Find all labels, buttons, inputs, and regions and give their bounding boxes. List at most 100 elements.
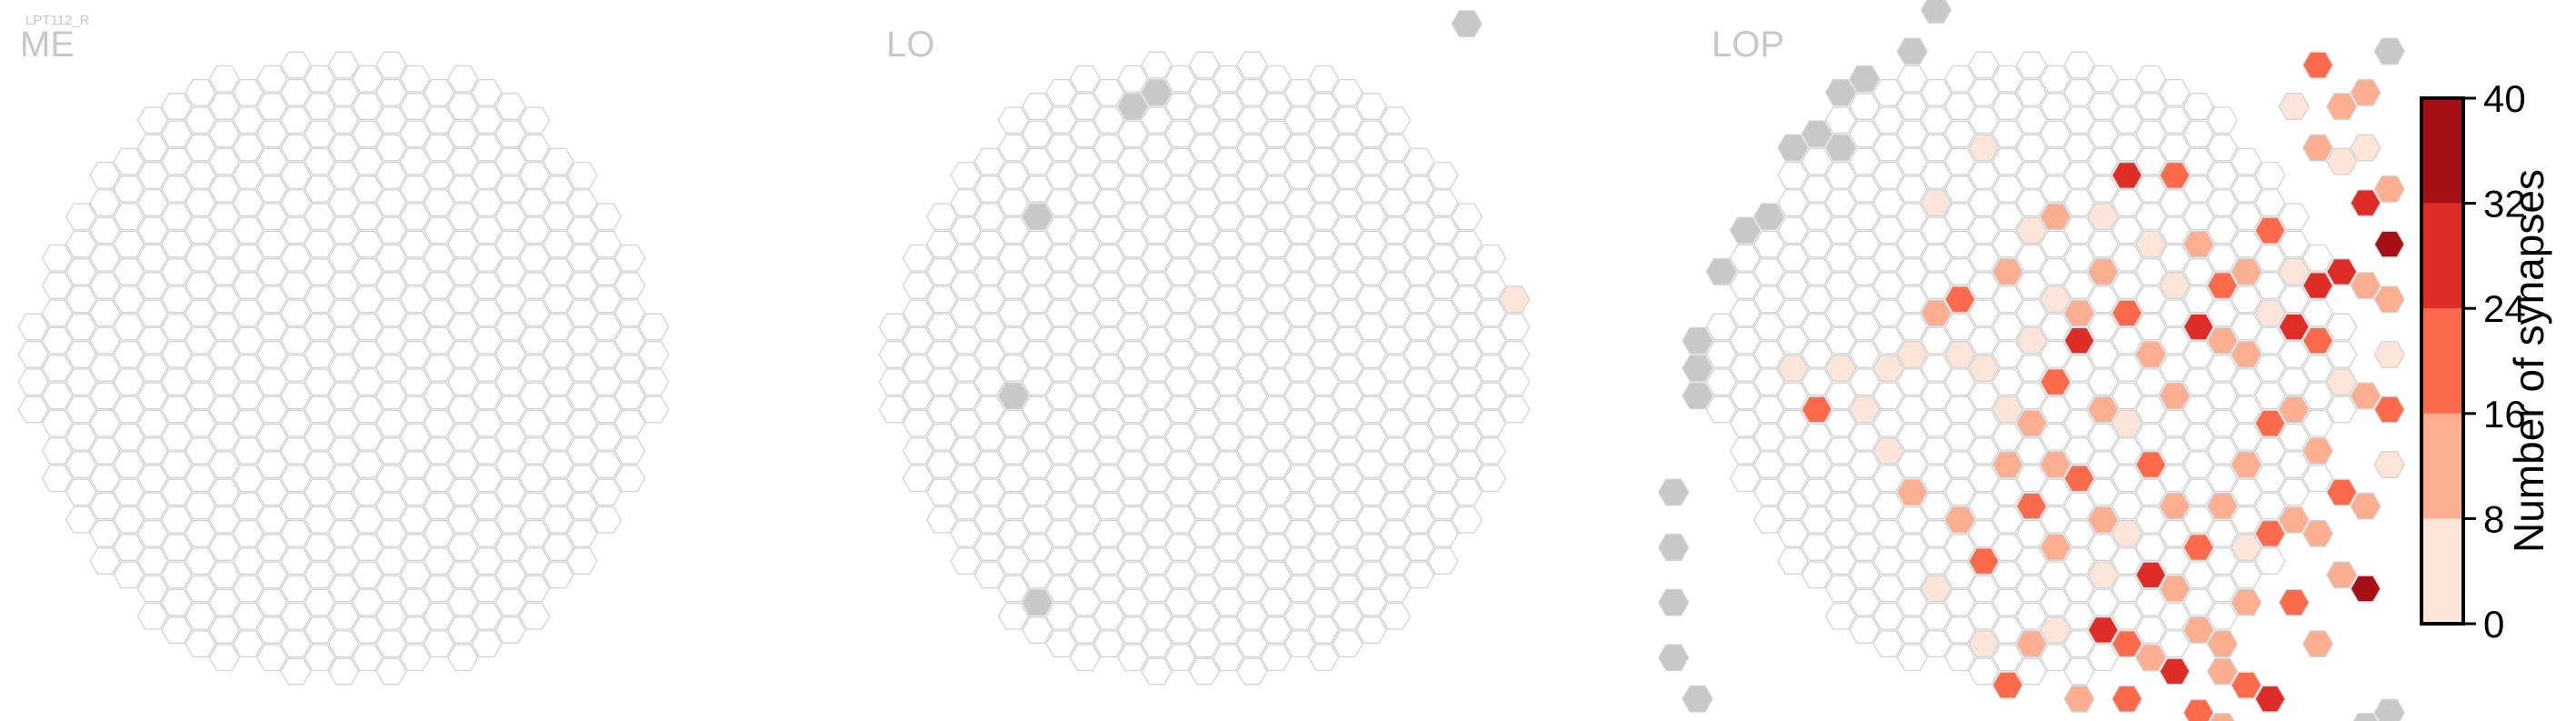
hex-cell-me-empty	[161, 258, 193, 285]
hex-cell-lo-empty	[1332, 382, 1363, 410]
hex-cell-lop-empty	[1992, 616, 2023, 644]
hex-cell-lo-empty	[1403, 506, 1435, 534]
hex-cell-me-empty	[280, 382, 312, 410]
hex-cell-lo-empty	[950, 492, 982, 520]
hex-cell-lo-empty	[1236, 51, 1268, 79]
hex-cell-me-empty	[566, 216, 598, 245]
hex-cell-me-empty	[65, 313, 97, 341]
hex-cell-lop-empty	[1872, 161, 1904, 189]
hex-cell-lo-empty	[1355, 258, 1387, 285]
hex-cell-me-empty	[543, 561, 574, 589]
hex-cell-lo-empty	[1474, 382, 1507, 410]
hex-cell-me-empty	[518, 409, 551, 437]
hex-cell-lop-empty	[2206, 106, 2239, 135]
hex-cell-lop-value	[2087, 506, 2119, 534]
hex-cell-lop-empty	[2063, 492, 2095, 520]
hex-cell-lo-empty	[1236, 244, 1268, 272]
hex-cell-lo-empty	[1283, 189, 1316, 217]
hex-cell-lop-empty	[1944, 175, 1976, 203]
hex-cell-lo-empty	[1093, 326, 1125, 355]
hex-cell-me-empty	[375, 465, 407, 493]
hex-cell-me-empty	[375, 547, 407, 576]
hex-cell-lop-value	[2040, 368, 2072, 396]
hex-cell-lo-empty	[1117, 65, 1149, 93]
hex-cell-me-empty	[208, 147, 240, 175]
hex-cell-lo-empty	[1164, 616, 1196, 644]
hex-cell-lop-empty	[1872, 189, 1904, 217]
hex-cell-me-empty	[423, 547, 455, 576]
hex-cell-me-empty	[161, 230, 193, 258]
hex-cell-me-empty	[89, 355, 121, 382]
hex-cell-lop-empty	[2278, 230, 2310, 258]
colorbar-tick-label: 40	[2483, 77, 2526, 120]
hex-cell-lop-empty	[2254, 355, 2286, 382]
hex-cell-lo-empty	[1308, 258, 1340, 285]
hex-cell-me-empty	[136, 244, 169, 272]
hex-cell-lo-empty	[1427, 244, 1459, 272]
hex-cell-me-empty	[161, 285, 193, 314]
hex-cell-lop-empty	[2111, 216, 2143, 245]
hex-cell-lop-empty	[2087, 451, 2119, 478]
hex-cell-lop-empty	[1968, 575, 2000, 603]
hex-cell-me-empty	[136, 272, 169, 299]
hex-cell-lop-empty	[1777, 465, 1809, 493]
hex-cell-me-empty	[41, 382, 74, 410]
hex-cell-lo-empty	[1188, 437, 1221, 465]
hex-cell-lo-empty	[1117, 588, 1149, 616]
hex-cell-lo-out-of-range	[1451, 10, 1483, 38]
hex-cell-lo-empty	[1403, 340, 1435, 368]
hex-cell-me-empty	[304, 506, 335, 534]
hex-cell-me-empty	[65, 285, 97, 314]
hex-cell-lop-out-of-range	[1729, 216, 1762, 245]
hex-cell-lo-empty	[1213, 451, 1244, 478]
hex-cell-lop-empty	[2063, 547, 2095, 576]
hex-cell-lo-empty	[1164, 340, 1196, 368]
hex-cell-lo-empty	[1069, 120, 1101, 148]
hex-cell-lo-empty	[1045, 326, 1077, 355]
hex-cell-me-empty	[375, 492, 407, 520]
hex-cell-me-empty	[543, 506, 574, 534]
panel-title-lo: LO	[886, 25, 934, 65]
hex-cell-me-empty	[256, 396, 288, 424]
figure-label: LPT112_R	[25, 13, 90, 28]
hex-cell-lop-empty	[2135, 285, 2167, 314]
hex-cell-me-empty	[543, 230, 574, 258]
hex-cell-lo-empty	[1117, 258, 1149, 285]
hex-cell-me-empty	[89, 409, 121, 437]
hex-cell-me-empty	[471, 272, 503, 299]
hex-cell-me-empty	[113, 368, 145, 396]
hex-cell-me-empty	[304, 451, 335, 478]
hex-cell-lo-empty	[1022, 396, 1053, 424]
hex-cell-me-empty	[327, 602, 360, 630]
hex-cell-me-empty	[304, 478, 335, 506]
hex-cell-lop-value	[1992, 396, 2023, 424]
hex-cell-lo-empty	[1164, 396, 1196, 424]
hex-cell-lo-empty	[1332, 547, 1363, 576]
hex-cell-me-empty	[518, 299, 551, 327]
hex-cell-lop-empty	[2135, 506, 2167, 534]
hex-cell-me-empty	[447, 120, 479, 148]
hex-cell-me-empty	[161, 93, 193, 120]
hex-cell-me-empty	[304, 396, 335, 424]
hex-cell-lop-value	[2182, 616, 2214, 644]
hex-cell-lop-empty	[2135, 175, 2167, 203]
hex-cell-lop-empty	[2254, 161, 2286, 189]
hex-cell-me-empty	[89, 216, 121, 245]
hex-cell-lop-empty	[1992, 313, 2023, 341]
hex-cell-lop-empty	[2135, 588, 2167, 616]
hex-cell-me-empty	[161, 534, 193, 561]
hex-cell-lop-empty	[2015, 299, 2048, 327]
hex-cell-lo-empty	[973, 478, 1005, 506]
hex-cell-lo-empty	[1093, 244, 1125, 272]
hex-cell-me-empty	[614, 465, 646, 493]
hex-cell-lop-empty	[2087, 644, 2119, 672]
hex-cell-lop-empty	[1753, 396, 1785, 424]
hex-cell-lo-empty	[1403, 285, 1435, 314]
hex-cell-me-empty	[471, 326, 503, 355]
hex-cell-me-empty	[423, 189, 455, 217]
hex-cell-lop-value	[2159, 657, 2191, 686]
hex-cell-lop-value	[2087, 396, 2119, 424]
hex-cell-lop-empty	[2278, 368, 2310, 396]
hex-cell-lop-empty	[1729, 437, 1762, 465]
hex-cell-me-empty	[471, 465, 503, 493]
